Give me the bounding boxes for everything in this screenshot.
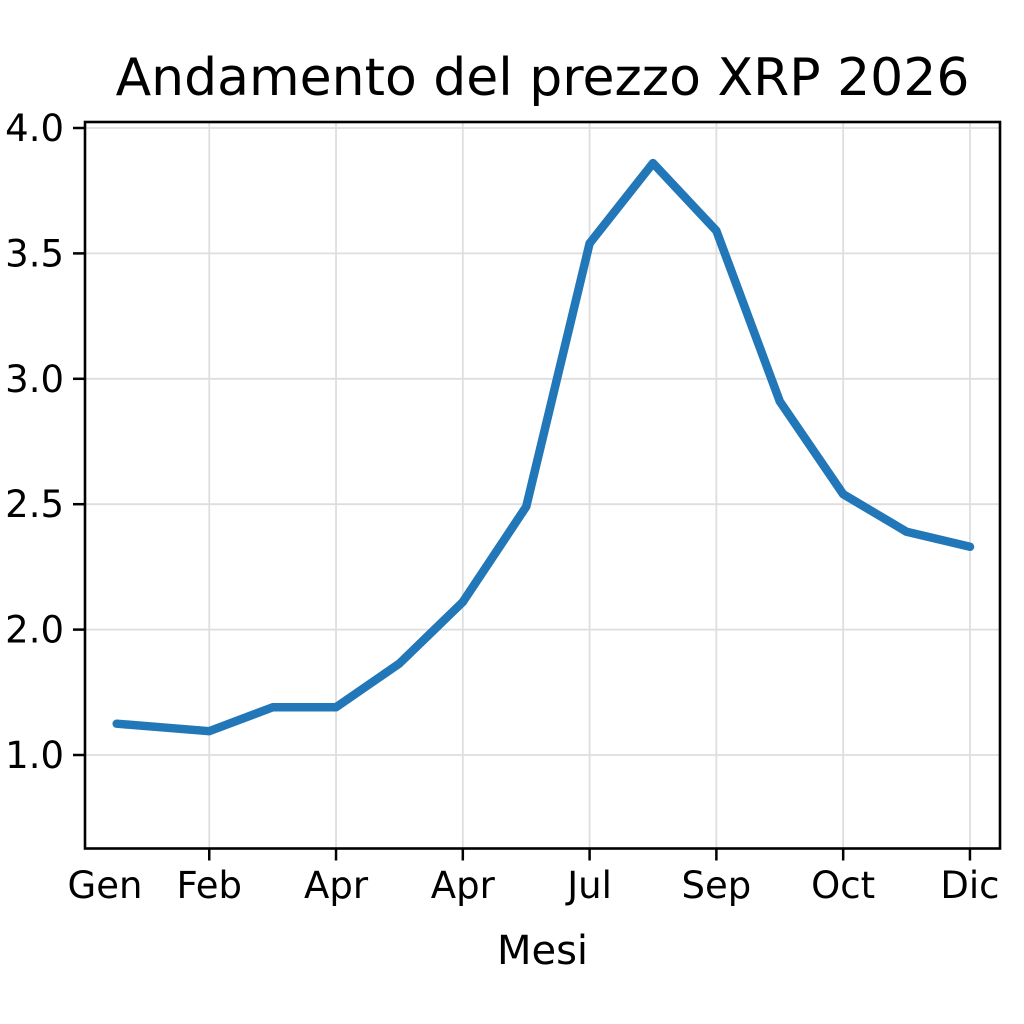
x-tick-label: Sep [682, 864, 752, 907]
y-tick-label: 4.0 [5, 107, 64, 150]
y-tick-label: 3.0 [5, 358, 64, 401]
x-tick-label: Gen [68, 864, 143, 907]
y-tick-label: 1.0 [5, 734, 64, 777]
x-tick-label: Dic [940, 864, 999, 907]
chart-title: Andamento del prezzo XRP 2026 [115, 48, 970, 108]
y-tick-label: 3.5 [5, 232, 64, 275]
y-tick-label: 2.0 [5, 609, 64, 652]
x-axis-title: Mesi [496, 928, 589, 974]
x-tick-label: Apr [304, 864, 369, 907]
x-tick-label: Apr [431, 864, 496, 907]
y-tick-label: 2.5 [5, 483, 64, 526]
x-tick-label: Oct [811, 864, 875, 907]
axes-frame [83, 120, 1002, 850]
x-tick-label: Feb [176, 864, 242, 907]
price-line [112, 158, 975, 736]
x-tick-label: Jul [565, 864, 612, 907]
